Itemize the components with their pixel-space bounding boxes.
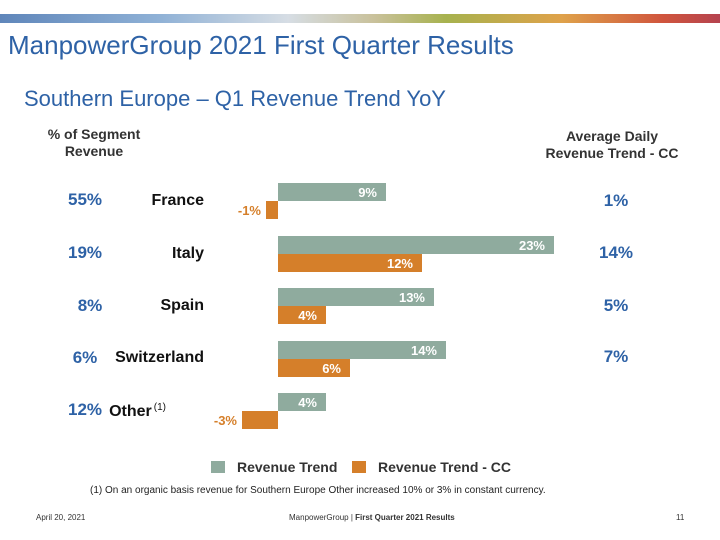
data-label-revenue-trend-switzerland: 14% [411,343,437,358]
category-label-switzerland: Switzerland [115,349,204,366]
bar-revenue-trend-cc-switzerland [278,359,350,377]
footer-date: April 20, 2021 [36,513,86,522]
daily-trend-france: 1% [603,191,629,210]
footer-center: ManpowerGroup | First Quarter 2021 Resul… [289,513,455,522]
data-label-revenue-trend-cc-spain: 4% [298,308,317,323]
category-label-italy: Italy [171,245,204,262]
category-label-spain: Spain [160,297,204,314]
footnote: (1) On an organic basis revenue for Sout… [90,485,546,496]
segment-share-heading-line1: % of Segment [47,126,141,142]
segment-share-switzerland: 6% [72,348,98,367]
segment-share-france: 55% [67,190,103,209]
daily-trend-heading-line1: Average Daily [565,128,659,144]
segment-share-spain: 8% [77,296,103,315]
footer-doc: First Quarter 2021 Results [355,513,455,522]
daily-trend-heading: Average Daily Revenue Trend - CC [532,128,692,162]
header-color-bar [0,14,720,23]
data-label-revenue-trend-spain: 13% [399,290,425,305]
segment-share-other: 12% [67,400,103,419]
bar-revenue-trend-cc-spain [278,306,326,324]
data-label-revenue-trend-other: 4% [298,395,317,410]
footer-separator: | [348,513,356,522]
category-label-other-text: Other [109,403,152,420]
bar-revenue-trend-other [278,393,326,411]
bar-revenue-trend-cc-italy [278,254,422,272]
bar-revenue-trend-france [278,183,386,201]
category-label-france: France [151,192,204,209]
footer-brand: ManpowerGroup [289,513,349,522]
footer-page-number: 11 [676,513,685,522]
legend-revenue-trend-cc: Revenue Trend - CC [352,459,511,475]
bar-revenue-trend-switzerland [278,341,446,359]
data-label-revenue-trend-france: 9% [358,185,377,200]
bar-revenue-trend-cc-france [266,201,278,219]
segment-share-heading: % of Segment Revenue [38,126,150,160]
data-label-revenue-trend-cc-switzerland: 6% [322,361,341,376]
page-subtitle: Southern Europe – Q1 Revenue Trend YoY [24,86,446,111]
legend-revenue-trend: Revenue Trend [211,459,337,475]
daily-trend-spain: 5% [603,296,629,315]
bar-revenue-trend-spain [278,288,434,306]
daily-trend-italy: 14% [598,243,634,262]
segment-share-italy: 19% [67,243,103,262]
data-label-revenue-trend-cc-france: -1% [238,203,262,218]
page-title: ManpowerGroup 2021 First Quarter Results [8,30,514,60]
bar-revenue-trend-cc-other [242,411,278,429]
legend-label-revenue-trend: Revenue Trend [237,459,338,475]
legend-label-revenue-trend-cc: Revenue Trend - CC [378,459,512,475]
data-label-revenue-trend-cc-other: -3% [214,413,238,428]
legend-swatch-revenue-trend-cc [352,461,366,473]
segment-share-heading-line2: Revenue [64,143,124,159]
daily-trend-switzerland: 7% [603,347,629,366]
legend-swatch-revenue-trend [211,461,225,473]
data-label-revenue-trend-cc-italy: 12% [387,256,413,271]
category-label-other: Other (1) [0,402,166,421]
daily-trend-heading-line2: Revenue Trend - CC [545,145,679,161]
data-label-revenue-trend-italy: 23% [519,238,545,253]
other-footnote-marker: (1) [153,402,166,413]
bar-revenue-trend-italy [278,236,554,254]
